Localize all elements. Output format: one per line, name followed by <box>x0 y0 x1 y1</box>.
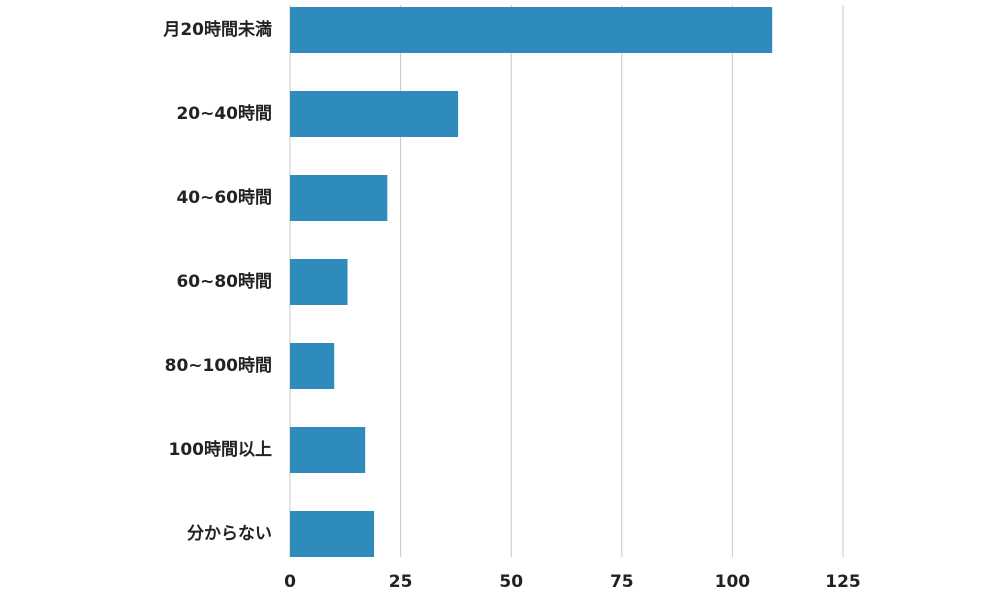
bar <box>290 511 375 557</box>
y-tick-label: 40~60時間 <box>176 187 272 208</box>
x-tick-label: 25 <box>389 572 413 592</box>
bar <box>290 91 459 137</box>
y-tick-label: 月20時間未満 <box>162 19 272 40</box>
x-tick-label: 50 <box>499 572 523 592</box>
x-tick-label: 100 <box>715 572 751 592</box>
bar <box>290 259 348 305</box>
bar <box>290 7 773 53</box>
y-tick-label: 20~40時間 <box>176 103 272 124</box>
x-tick-label: 125 <box>825 572 861 592</box>
x-tick-label: 75 <box>610 572 634 592</box>
y-tick-label: 100時間以上 <box>169 439 273 460</box>
bar <box>290 427 366 473</box>
x-tick-label: 0 <box>284 572 296 592</box>
bar <box>290 175 388 221</box>
y-tick-label: 分からない <box>187 524 272 544</box>
bar <box>290 343 335 389</box>
y-tick-label: 60~80時間 <box>176 271 272 292</box>
y-tick-label: 80~100時間 <box>165 355 272 376</box>
